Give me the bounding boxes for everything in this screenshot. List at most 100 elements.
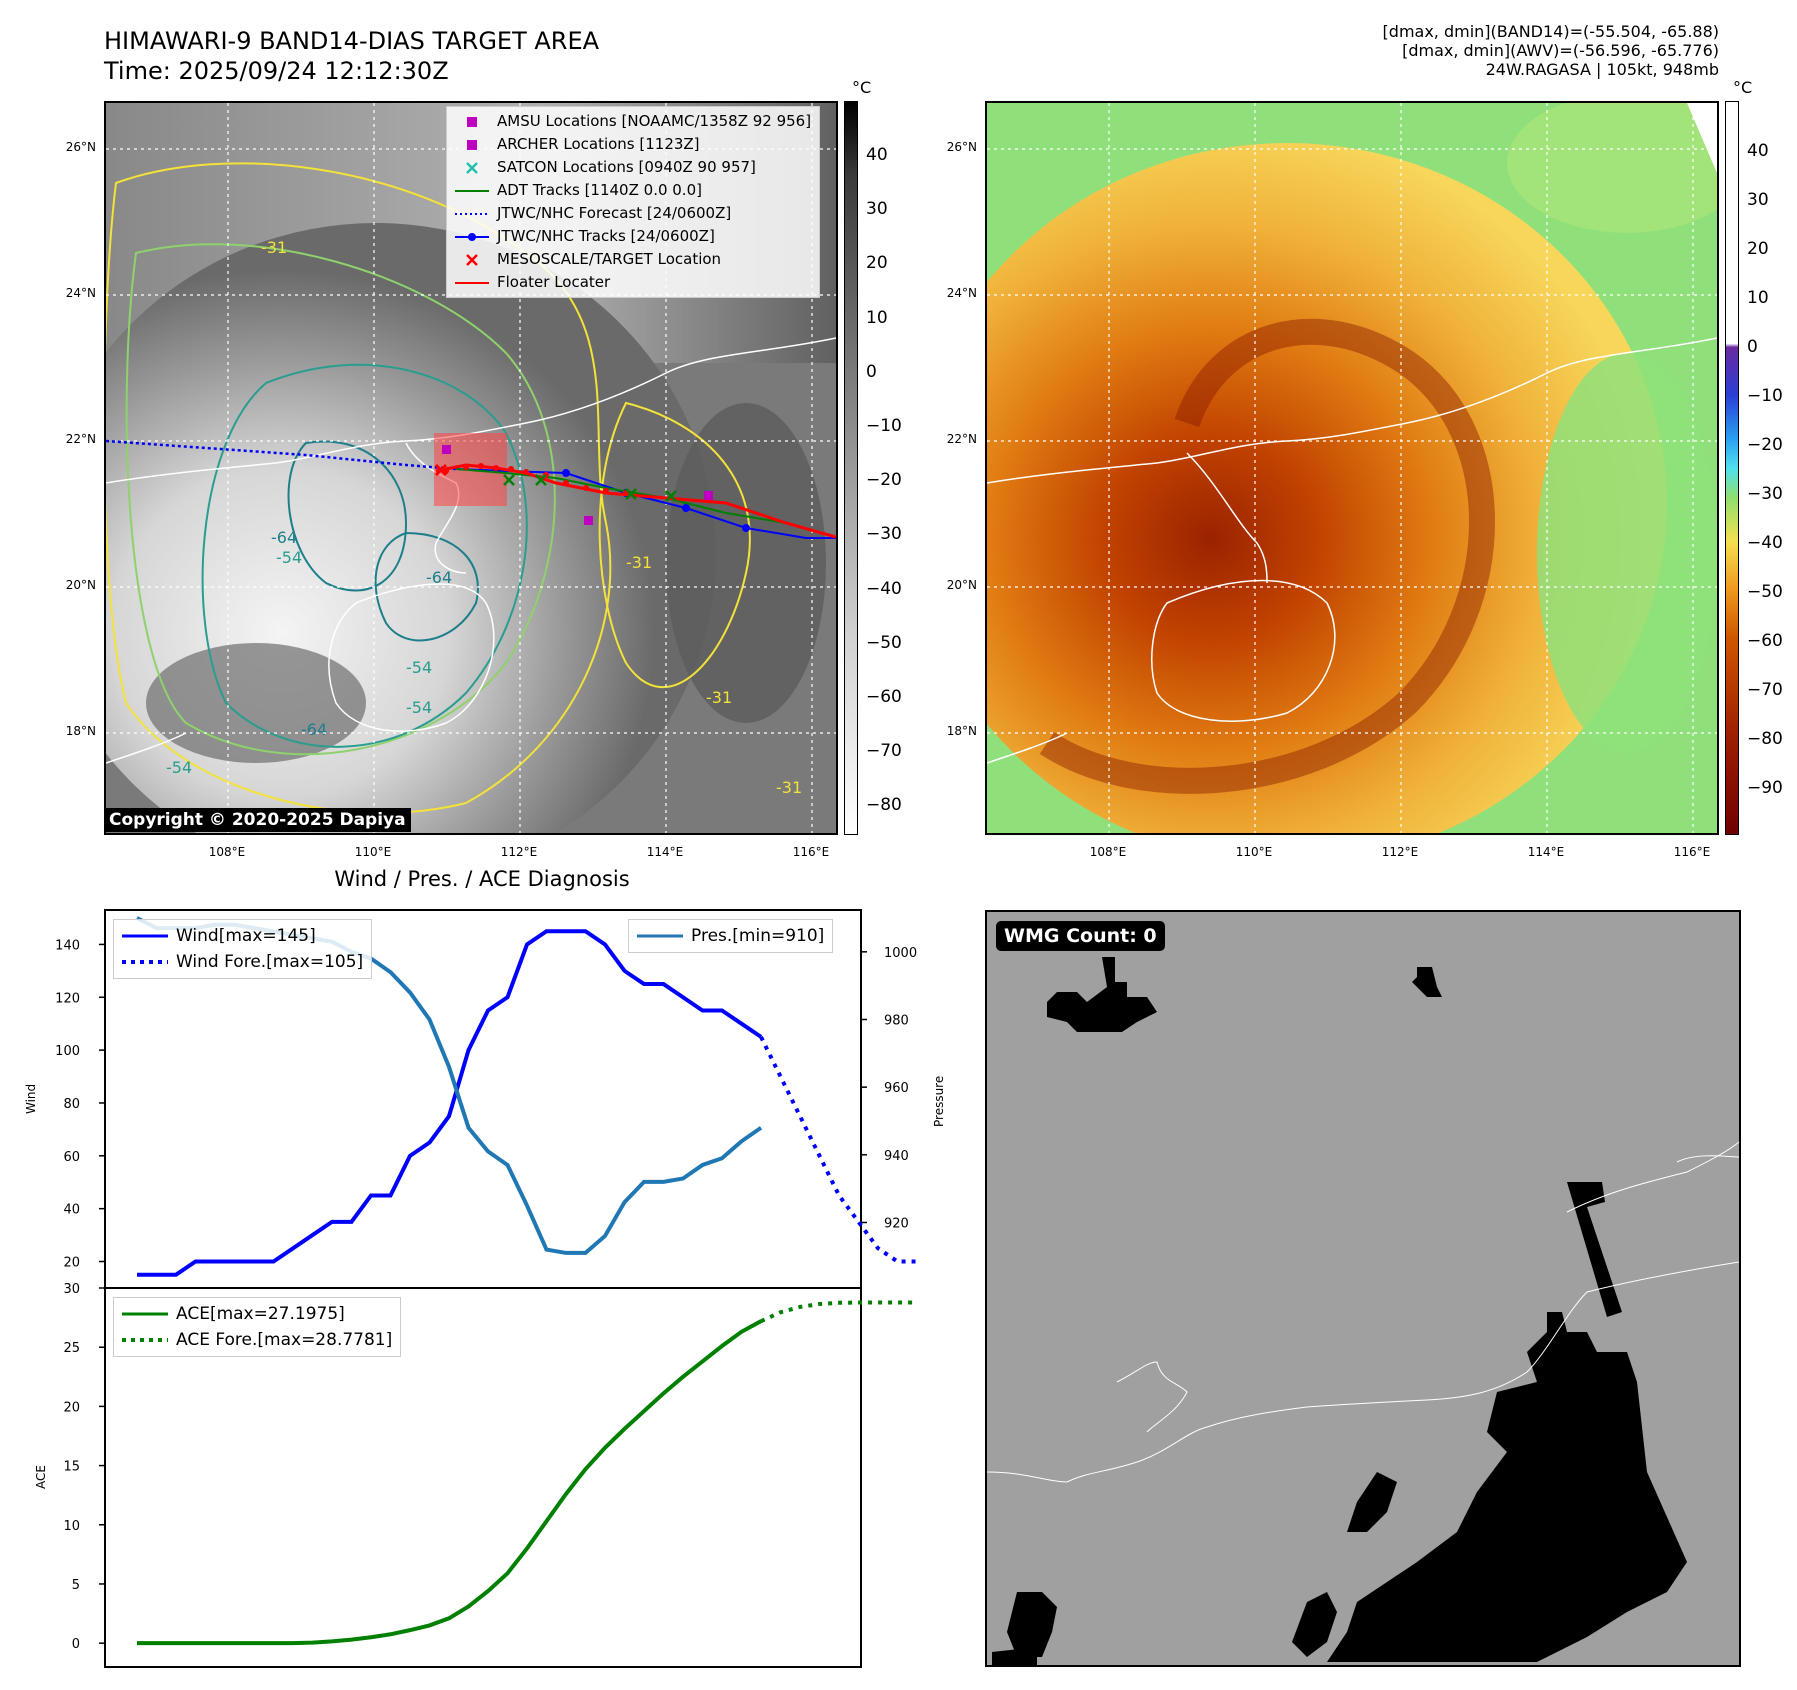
colorbar-tick-label: −80: [1747, 729, 1783, 749]
colorbar-tick-label: −20: [866, 470, 902, 491]
colorbar-tick-label: 10: [866, 307, 888, 328]
square-icon: [455, 110, 489, 133]
ace-ytick-label: 10: [63, 1519, 80, 1534]
satcon-points: [503, 474, 677, 502]
wind-ytick-label: 100: [55, 1044, 80, 1059]
line-icon: [637, 925, 683, 948]
jtwc-forecast-track: [106, 439, 457, 471]
lat-tick-label: 24°N: [65, 286, 96, 300]
colorbar-tick-label: −10: [866, 416, 902, 436]
legend-item-archer: ARCHER Locations [1123Z]: [455, 133, 811, 156]
contour-64-a: [287, 440, 408, 592]
lon-tick-label: 114°E: [1527, 845, 1565, 859]
ir-dark-patch-east: [666, 403, 826, 723]
awv-range: [dmax, dmin](AWV)=(-56.596, -65.776): [1402, 41, 1719, 60]
lat-tick-label: 22°N: [946, 432, 977, 446]
contour-label: -31: [706, 688, 732, 707]
lat-tick-label: 20°N: [946, 578, 977, 592]
contour-label: -31: [626, 553, 652, 572]
ace-ytick-label: 15: [63, 1460, 80, 1475]
legend-item-jtwc-tracks: JTWC/NHC Tracks [24/0600Z]: [455, 225, 811, 248]
lat-tick-label: 18°N: [946, 724, 977, 738]
colorbar-tick-label: −40: [1747, 533, 1783, 553]
colorbar-tick-label: 0: [1747, 337, 1758, 357]
awv-dry-east: [1537, 353, 1717, 753]
figure-title: HIMAWARI-9 BAND14-DIAS TARGET AREA Time:…: [104, 26, 599, 86]
title-line-1: HIMAWARI-9 BAND14-DIAS TARGET AREA: [104, 27, 600, 55]
awv-colorbar: [1725, 101, 1739, 835]
wmg-coastline: [987, 1141, 1739, 1483]
ace-ytick-label: 20: [63, 1400, 80, 1415]
contour-label: -31: [261, 238, 287, 257]
legend-item-wind-forecast: Wind Fore.[max=105]: [122, 949, 363, 975]
legend-item-adt: ADT Tracks [1140Z 0.0 0.0]: [455, 179, 811, 202]
pressure-ytick-label: 940: [884, 1149, 909, 1164]
colorbar-tick-label: 40: [1747, 141, 1769, 161]
colorbar-tick-label: −20: [1747, 435, 1783, 455]
floater-points: [443, 463, 629, 496]
wind-ytick-label: 140: [55, 938, 80, 953]
cross-icon: [455, 248, 489, 271]
colorbar-tick-label: −50: [866, 632, 902, 653]
colorbar-tick-label: 30: [866, 199, 888, 220]
contour-label: -54: [406, 658, 432, 677]
lat-tick-label: 18°N: [65, 724, 96, 738]
square-icon: [455, 133, 489, 156]
colorbar-tick-label: −70: [1747, 680, 1783, 700]
colorbar-tick-label: −80: [866, 795, 902, 816]
legend-item-floater: Floater Locater: [455, 271, 811, 294]
pressure-ytick-label: 920: [884, 1216, 909, 1231]
awv-map-svg: [987, 103, 1717, 833]
contour-64-b: [374, 531, 479, 642]
diagnosis-title: Wind / Pres. / ACE Diagnosis: [334, 867, 630, 891]
wind-axis-label: Wind: [24, 1083, 38, 1114]
ir-colorbar: [844, 101, 858, 835]
colorbar-tick-label: 40: [866, 145, 888, 165]
ir-contour-labels: -64 -54 -54 -64 -54 -64 -54 -31 -31 -31 …: [166, 238, 802, 797]
lon-tick-label: 112°E: [1381, 845, 1419, 859]
colorbar-tick-label: −90: [1747, 778, 1783, 798]
ace-series-line-0: [137, 1319, 762, 1646]
lon-tick-label: 110°E: [354, 845, 392, 859]
line-icon: [455, 179, 489, 202]
colorbar-tick-label: −50: [1747, 582, 1783, 602]
ace-axis-label: ACE: [34, 1465, 48, 1489]
lon-tick-label: 108°E: [208, 845, 246, 859]
ace-ytick-label: 25: [63, 1341, 80, 1356]
contour-label: -31: [776, 778, 802, 797]
ace-ytick-label: 30: [63, 1282, 80, 1297]
line-icon: [455, 271, 489, 294]
contour-label: -64: [426, 568, 452, 587]
awv-colorbar-unit: °C: [1733, 78, 1753, 97]
lat-tick-label: 26°N: [65, 140, 96, 154]
lon-tick-label: 112°E: [500, 845, 538, 859]
series-line-0: [137, 929, 763, 1277]
line-dot-icon: [455, 225, 489, 248]
contour-label: -54: [166, 758, 192, 777]
wmg-mask-svg: [987, 957, 1739, 1665]
copyright-badge: Copyright © 2020-2025 Dapiya: [104, 808, 411, 832]
awv-storm-mass: [987, 143, 1667, 833]
contour-label: -64: [271, 528, 297, 547]
band14-range: [dmax, dmin](BAND14)=(-55.504, -65.88): [1382, 22, 1719, 41]
awv-coastline: [987, 337, 1717, 764]
contour-label: -54: [406, 698, 432, 717]
colorbar-tick-label: −70: [866, 741, 902, 762]
cross-icon: [455, 156, 489, 179]
title-line-2: Time: 2025/09/24 12:12:30Z: [104, 57, 449, 85]
colorbar-tick-label: 20: [866, 253, 888, 274]
wmg-panel: [985, 910, 1741, 1667]
figure-right-annotation: [dmax, dmin](BAND14)=(-55.504, -65.88) […: [1383, 22, 1719, 79]
colorbar-tick-label: −40: [866, 578, 902, 599]
dotted-line-icon: [122, 1329, 168, 1352]
ir-legend: AMSU Locations [NOAAMC/1358Z 92 956] ARC…: [446, 106, 821, 298]
ace-series-line-1: [760, 1300, 917, 1323]
colorbar-tick-label: −60: [1747, 631, 1783, 651]
wmg-count-badge: WMG Count: 0: [996, 921, 1165, 951]
legend-item-ace: ACE[max=27.1975]: [122, 1301, 392, 1327]
pressure-axis-label: Pressure: [932, 1075, 946, 1127]
dotted-line-icon: [122, 951, 168, 974]
contour-31-east: [598, 401, 751, 688]
dotted-line-icon: [455, 202, 489, 225]
